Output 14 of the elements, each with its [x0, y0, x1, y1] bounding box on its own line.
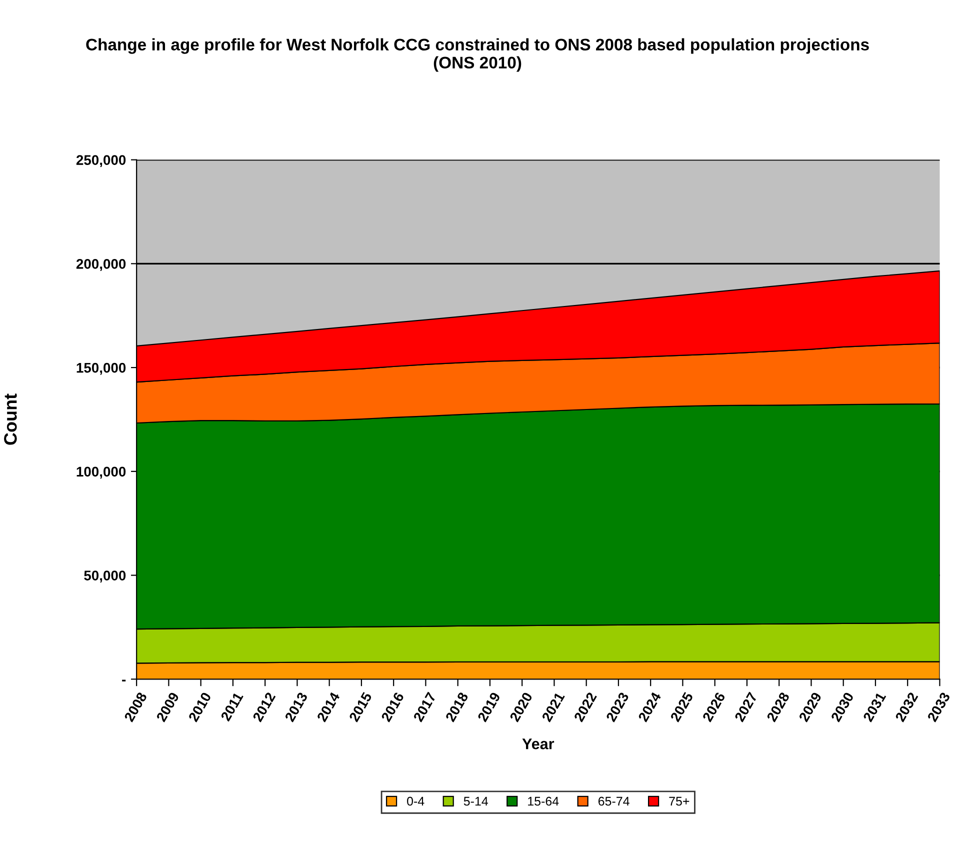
legend-label: 75+: [669, 796, 690, 806]
y-tick-label: 50,000: [84, 570, 126, 582]
y-tick-label: 150,000: [76, 362, 126, 375]
legend-label: 5-14: [464, 796, 488, 806]
chart-title: Change in age profile for West Norfolk CCG constrained to ONS 2008 based population projections (ONS 2010): [86, 38, 869, 72]
y-tick-label: 200,000: [76, 259, 126, 271]
y-tick-label: 100,000: [76, 466, 126, 479]
y-axis-title: Count: [4, 394, 17, 445]
y-tick-label: 250,000: [76, 155, 126, 167]
legend-label: 65-74: [598, 796, 630, 806]
legend-label: 0-4: [407, 796, 424, 806]
legend-label: 15-64: [528, 796, 559, 806]
y-tick-label: -: [122, 680, 126, 682]
x-axis-title: Year: [522, 738, 554, 750]
